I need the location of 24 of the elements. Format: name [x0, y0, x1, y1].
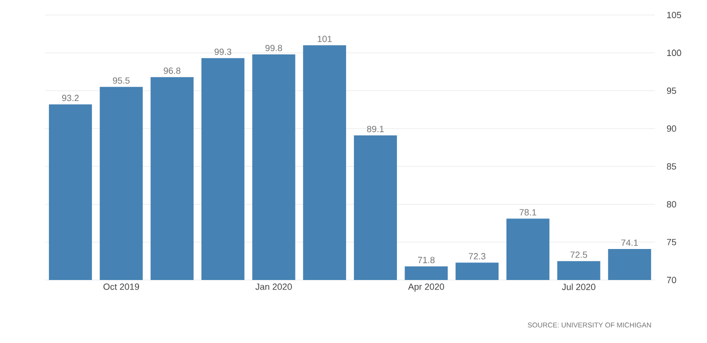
x-tick-label: Jul 2020 [562, 284, 596, 290]
x-tick-label: Oct 2019 [103, 284, 140, 290]
y-tick-label: 95 [666, 88, 676, 94]
y-tick-label: 100 [667, 50, 682, 56]
y-tick-label: 105 [667, 12, 682, 18]
y-tick-label: 70 [666, 276, 676, 284]
data-label: 78.1 [520, 209, 536, 216]
data-label: 93.2 [62, 94, 79, 102]
data-label: 101 [318, 36, 332, 42]
x-tick-label: Apr 2020 [408, 284, 444, 292]
data-label: 74.1 [621, 240, 638, 246]
data-label: 96.8 [164, 68, 180, 74]
data-label: 71.8 [418, 256, 435, 264]
data-label: 89.1 [367, 126, 384, 132]
y-tick-label: 90 [666, 125, 676, 132]
y-tick-label: 85 [666, 163, 676, 170]
data-label: 72.5 [570, 252, 588, 258]
data-label: 95.5 [112, 77, 130, 84]
data-label: 72.3 [468, 253, 486, 260]
y-tick-label: 80 [666, 201, 676, 208]
data-label: 99.3 [214, 48, 232, 55]
y-tick-label: 75 [666, 239, 676, 246]
data-label: 99.8 [265, 44, 282, 52]
x-tick-label: Jan 2020 [255, 284, 292, 290]
